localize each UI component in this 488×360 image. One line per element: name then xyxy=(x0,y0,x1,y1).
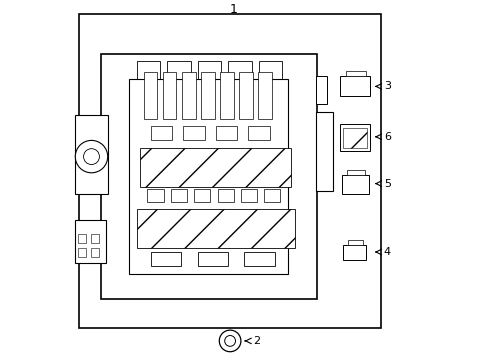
Bar xyxy=(167,61,190,86)
Bar xyxy=(228,61,251,86)
Bar xyxy=(136,61,160,86)
Bar xyxy=(170,189,186,202)
Bar xyxy=(244,252,275,266)
Bar xyxy=(75,115,107,194)
Bar xyxy=(247,126,269,140)
Bar xyxy=(241,189,257,202)
Bar xyxy=(346,170,365,175)
Bar xyxy=(197,61,221,86)
Circle shape xyxy=(83,149,99,165)
Bar xyxy=(151,126,172,140)
Bar xyxy=(217,189,233,202)
Bar xyxy=(129,79,287,274)
Circle shape xyxy=(75,140,107,173)
Bar xyxy=(91,234,99,243)
Text: 1: 1 xyxy=(229,3,237,15)
Bar xyxy=(91,248,99,257)
Bar xyxy=(163,72,176,119)
Bar xyxy=(343,128,366,148)
Bar xyxy=(264,189,280,202)
Bar xyxy=(78,234,86,243)
Bar xyxy=(339,124,370,151)
Bar xyxy=(258,72,271,119)
Bar xyxy=(78,248,86,257)
Bar xyxy=(341,175,368,194)
Circle shape xyxy=(224,336,235,346)
Bar xyxy=(316,76,326,104)
Text: 4: 4 xyxy=(383,247,390,257)
Bar xyxy=(182,72,195,119)
Text: 5: 5 xyxy=(383,179,390,189)
Bar xyxy=(316,112,332,191)
Text: 6: 6 xyxy=(383,132,390,142)
Bar xyxy=(201,72,214,119)
Bar xyxy=(342,245,366,260)
Bar xyxy=(183,126,204,140)
Bar xyxy=(79,14,381,328)
Bar xyxy=(143,72,157,119)
Bar xyxy=(101,54,316,299)
Text: 3: 3 xyxy=(383,81,390,91)
Bar xyxy=(220,72,233,119)
Circle shape xyxy=(219,330,241,352)
Bar xyxy=(347,240,362,245)
Bar xyxy=(147,189,163,202)
Bar xyxy=(136,209,294,248)
Bar xyxy=(339,76,370,96)
Bar xyxy=(140,148,291,187)
Bar xyxy=(346,71,366,76)
Bar xyxy=(215,126,237,140)
Bar xyxy=(194,189,210,202)
Text: 2: 2 xyxy=(253,336,260,346)
Bar xyxy=(75,220,106,263)
Bar xyxy=(258,61,282,86)
Bar xyxy=(151,252,181,266)
Bar xyxy=(239,72,252,119)
Bar xyxy=(197,252,228,266)
